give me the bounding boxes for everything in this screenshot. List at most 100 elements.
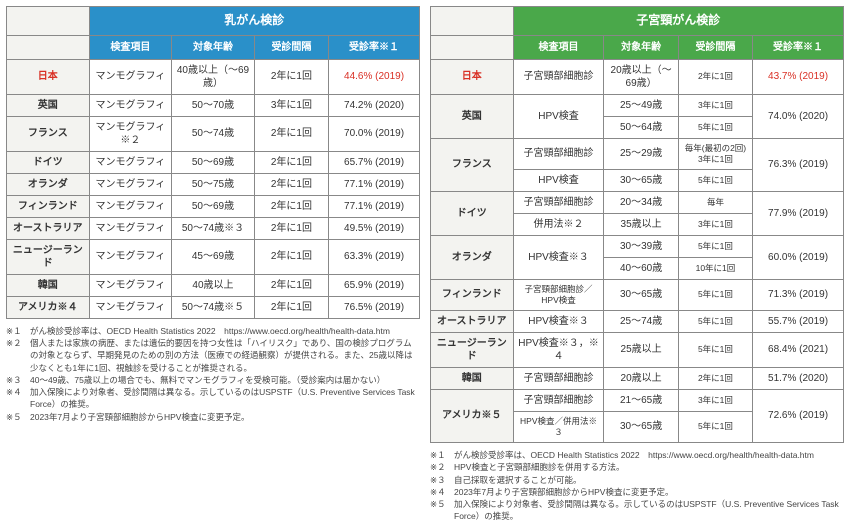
corner-cell (7, 35, 90, 59)
data-cell: 50～69歳 (172, 151, 255, 173)
test-cell: HPV検査 (513, 94, 604, 138)
table-title: 子宮頸がん検診 (513, 7, 843, 36)
footnote-line: ※３自己採取を選択することが可能。 (430, 474, 844, 486)
footnote-text: 自己採取を選択することが可能。 (454, 474, 844, 486)
column-header: 対象年齢 (172, 35, 255, 59)
footnote-num: ※５ (430, 498, 454, 523)
data-cell: 70.0% (2019) (329, 116, 420, 151)
footnote-text: がん検診受診率は、OECD Health Statistics 2022 htt… (30, 325, 420, 337)
table-row: 韓国子宮頸部細胞診20歳以上2年に1回51.7% (2020) (431, 367, 844, 389)
data-cell: 3年に1回 (254, 94, 328, 116)
column-header: 検査項目 (89, 35, 172, 59)
test-cell: 子宮頸部細胞診 (513, 138, 604, 169)
table-row: フィンランドマンモグラフィ50～69歳2年に1回77.1% (2019) (7, 195, 420, 217)
footnote-num: ※３ (430, 474, 454, 486)
data-cell: 50～74歳※３ (172, 217, 255, 239)
cervical-cancer-table: 子宮頸がん検診検査項目対象年齢受診間隔受診率※１日本子宮頸部細胞診20歳以上（～… (430, 6, 844, 443)
table-row: 韓国マンモグラフィ40歳以上2年に1回65.9% (2019) (7, 274, 420, 296)
data-cell: 77.1% (2019) (329, 195, 420, 217)
interval-cell: 3年に1回 (678, 213, 752, 235)
column-header: 対象年齢 (604, 35, 678, 59)
column-header: 受診率※１ (329, 35, 420, 59)
footnote-text: 加入保険により対象者、受診間隔は異なる。示しているのはUSPSTF（U.S. P… (30, 386, 420, 411)
footnote-text: 個人または家族の病歴、または遺伝的要因を持つ女性は「ハイリスク」であり、国の検診… (30, 337, 420, 374)
footnote-line: ※２HPV検査と子宮頸部細胞診を併用する方法。 (430, 461, 844, 473)
data-cell: マンモグラフィ (89, 151, 172, 173)
age-cell: 25歳以上 (604, 332, 678, 367)
data-cell: 2年に1回 (254, 296, 328, 318)
data-cell: 40歳以上（～69歳） (172, 59, 255, 94)
interval-cell: 5年に1回 (678, 279, 752, 310)
test-cell: HPV検査※３ (513, 310, 604, 332)
footnote-line: ※５2023年7月より子宮頸部細胞診からHPV検査に変更予定。 (6, 411, 420, 423)
country-cell: 韓国 (431, 367, 514, 389)
country-cell: オランダ (7, 173, 90, 195)
rate-cell: 51.7% (2020) (753, 367, 844, 389)
data-cell: 2年に1回 (254, 274, 328, 296)
data-cell: マンモグラフィ (89, 239, 172, 274)
interval-cell: 5年に1回 (678, 411, 752, 442)
cervical-cancer-column: 子宮頸がん検診検査項目対象年齢受診間隔受診率※１日本子宮頸部細胞診20歳以上（～… (430, 6, 844, 523)
test-cell: HPV検査※３ (513, 235, 604, 279)
test-cell: 子宮頸部細胞診 (513, 59, 604, 94)
table-row: オランダマンモグラフィ50～75歳2年に1回77.1% (2019) (7, 173, 420, 195)
age-cell: 35歳以上 (604, 213, 678, 235)
data-cell: マンモグラフィ (89, 173, 172, 195)
data-cell: マンモグラフィ (89, 296, 172, 318)
table-row: オーストラリアHPV検査※３25～74歳5年に1回55.7% (2019) (431, 310, 844, 332)
tables-wrapper: 乳がん検診検査項目対象年齢受診間隔受診率※１日本マンモグラフィ40歳以上（～69… (6, 6, 844, 523)
rate-cell: 76.3% (2019) (753, 138, 844, 191)
corner-cell (431, 7, 514, 36)
country-cell: オーストラリア (7, 217, 90, 239)
footnote-line: ※１がん検診受診率は、OECD Health Statistics 2022 h… (430, 449, 844, 461)
data-cell: 45～69歳 (172, 239, 255, 274)
interval-cell: 3年に1回 (678, 389, 752, 411)
data-cell: 50～74歳※５ (172, 296, 255, 318)
age-cell: 20歳以上 (604, 367, 678, 389)
data-cell: 44.6% (2019) (329, 59, 420, 94)
data-cell: 2年に1回 (254, 59, 328, 94)
interval-cell: 毎年 (678, 191, 752, 213)
breast-cancer-column: 乳がん検診検査項目対象年齢受診間隔受診率※１日本マンモグラフィ40歳以上（～69… (6, 6, 420, 423)
country-cell: 日本 (7, 59, 90, 94)
data-cell: 65.9% (2019) (329, 274, 420, 296)
footnote-text: HPV検査と子宮頸部細胞診を併用する方法。 (454, 461, 844, 473)
age-cell: 20～34歳 (604, 191, 678, 213)
footnote-line: ※４2023年7月より子宮頸部細胞診からHPV検査に変更予定。 (430, 486, 844, 498)
data-cell: 50～69歳 (172, 195, 255, 217)
country-cell: ニュージーランド (7, 239, 90, 274)
footnotes: ※１がん検診受診率は、OECD Health Statistics 2022 h… (6, 325, 420, 424)
data-cell: マンモグラフィ (89, 195, 172, 217)
age-cell: 30～39歳 (604, 235, 678, 257)
country-cell: ニュージーランド (431, 332, 514, 367)
test-cell: 子宮頸部細胞診／HPV検査 (513, 279, 604, 310)
column-header: 受診率※１ (753, 35, 844, 59)
test-cell: HPV検査 (513, 169, 604, 191)
table-row: 日本子宮頸部細胞診20歳以上（～69歳）2年に1回43.7% (2019) (431, 59, 844, 94)
country-cell: 日本 (431, 59, 514, 94)
test-cell: HPV検査／併用法※３ (513, 411, 604, 442)
country-cell: アメリカ※５ (431, 389, 514, 442)
data-cell: 49.5% (2019) (329, 217, 420, 239)
column-header: 検査項目 (513, 35, 604, 59)
table-row: フランス子宮頸部細胞診25～29歳毎年(最初の2回)3年に1回76.3% (20… (431, 138, 844, 169)
test-cell: 子宮頸部細胞診 (513, 191, 604, 213)
footnote-num: ※１ (6, 325, 30, 337)
data-cell: 2年に1回 (254, 151, 328, 173)
footnote-num: ※４ (6, 386, 30, 411)
interval-cell: 5年に1回 (678, 332, 752, 367)
data-cell: 65.7% (2019) (329, 151, 420, 173)
footnote-line: ※２個人または家族の病歴、または遺伝的要因を持つ女性は「ハイリスク」であり、国の… (6, 337, 420, 374)
rate-cell: 68.4% (2021) (753, 332, 844, 367)
table-row: オーストラリアマンモグラフィ50～74歳※３2年に1回49.5% (2019) (7, 217, 420, 239)
country-cell: ドイツ (431, 191, 514, 235)
table-row: 英国マンモグラフィ50～70歳3年に1回74.2% (2020) (7, 94, 420, 116)
table-row: アメリカ※５子宮頸部細胞診21～65歳3年に1回72.6% (2019) (431, 389, 844, 411)
table-row: 日本マンモグラフィ40歳以上（～69歳）2年に1回44.6% (2019) (7, 59, 420, 94)
column-header: 受診間隔 (678, 35, 752, 59)
data-cell: マンモグラフィ※２ (89, 116, 172, 151)
country-cell: アメリカ※４ (7, 296, 90, 318)
test-cell: 併用法※２ (513, 213, 604, 235)
footnote-num: ※４ (430, 486, 454, 498)
interval-cell: 10年に1回 (678, 257, 752, 279)
